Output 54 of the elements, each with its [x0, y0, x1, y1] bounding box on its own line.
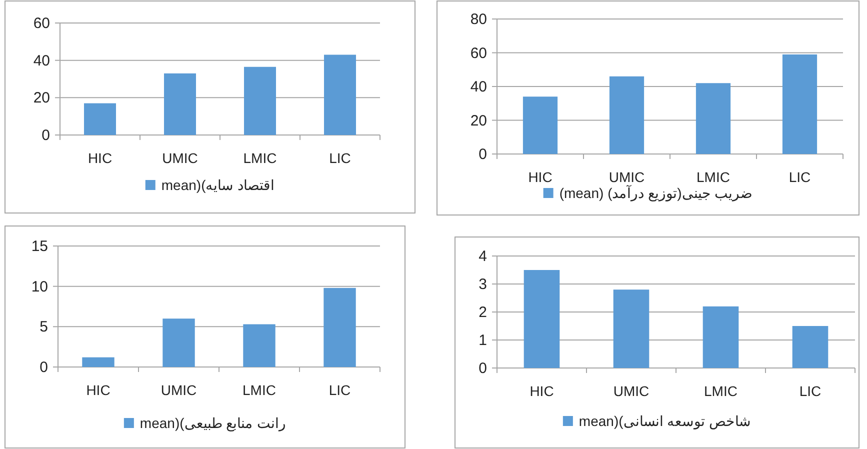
x-tick-label: LMIC	[704, 383, 738, 399]
x-tick-label: HIC	[88, 150, 112, 166]
bar	[324, 54, 356, 135]
legend-label: رانت منابع طبیعی)(mean	[140, 415, 286, 432]
x-tick-label: LMIC	[242, 382, 276, 398]
y-tick-label: 2	[478, 304, 487, 321]
y-tick-label: 0	[478, 360, 487, 377]
bar	[522, 96, 558, 154]
bar	[84, 103, 116, 135]
bar	[782, 54, 818, 154]
bar	[696, 83, 731, 154]
y-tick-label: 1	[478, 332, 487, 349]
y-tick-label: 20	[470, 112, 487, 130]
bar	[244, 66, 276, 135]
bar	[164, 73, 196, 135]
bar	[243, 324, 276, 367]
x-tick-label: HIC	[528, 169, 552, 185]
y-tick-label: 0	[40, 359, 48, 376]
x-tick-label: LIC	[328, 382, 351, 398]
x-tick-label: UMIC	[613, 383, 650, 399]
y-tick-label: 40	[470, 78, 487, 96]
x-tick-label: LIC	[788, 169, 811, 185]
bar	[82, 357, 114, 367]
y-tick-label: 10	[31, 278, 48, 296]
legend-label: ضریب جینی(توزیع درآمد) (mean)	[559, 184, 753, 202]
x-tick-label: LMIC	[243, 150, 277, 166]
y-tick-label: 0	[42, 127, 50, 144]
bar	[613, 290, 650, 368]
bar	[324, 288, 356, 367]
bar	[609, 76, 644, 154]
y-tick-label: 20	[33, 90, 50, 107]
x-tick-label: LIC	[329, 150, 351, 166]
x-tick-label: LMIC	[696, 169, 730, 185]
y-tick-label: 0	[478, 146, 487, 163]
bar	[524, 270, 560, 368]
y-tick-label: 40	[33, 52, 50, 70]
x-tick-label: HIC	[86, 382, 110, 398]
y-tick-label: 4	[478, 248, 487, 265]
legend-label: شاخص توسعه انسانی)(mean	[578, 413, 752, 430]
x-tick-label: UMIC	[608, 169, 645, 185]
y-tick-label: 5	[40, 318, 48, 336]
bar	[702, 306, 739, 368]
y-tick-label: 15	[31, 238, 48, 255]
x-tick-label: UMIC	[162, 150, 198, 166]
x-tick-label: LIC	[799, 383, 822, 399]
x-tick-label: HIC	[530, 383, 554, 399]
y-tick-label: 60	[470, 44, 487, 62]
bar	[162, 318, 195, 367]
y-tick-label: 80	[470, 11, 487, 28]
bar	[792, 326, 828, 368]
y-tick-label: 60	[33, 15, 50, 32]
y-tick-label: 3	[478, 276, 487, 293]
x-tick-label: UMIC	[160, 382, 197, 398]
legend-label: اقتصاد سایه)(mean	[161, 177, 275, 193]
